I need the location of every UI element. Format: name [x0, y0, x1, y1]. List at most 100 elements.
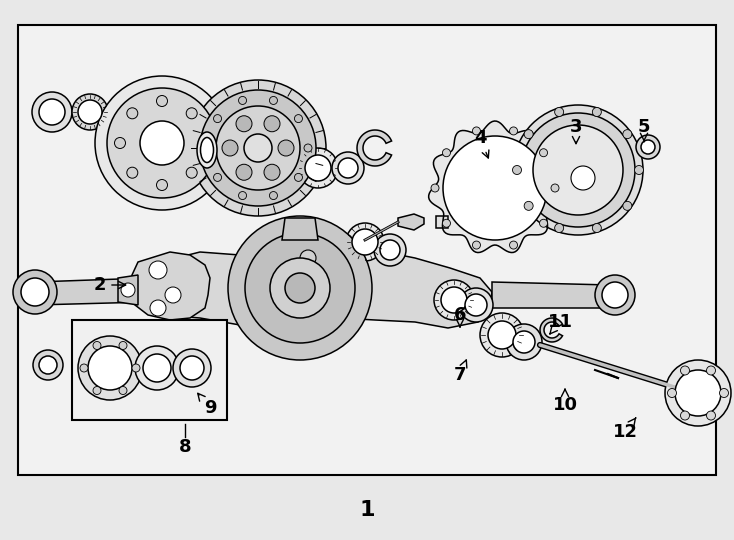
Circle shape: [571, 166, 595, 190]
Circle shape: [93, 387, 101, 395]
Circle shape: [294, 173, 302, 181]
Circle shape: [33, 350, 63, 380]
Polygon shape: [130, 252, 210, 320]
Circle shape: [173, 349, 211, 387]
Circle shape: [533, 125, 623, 215]
Circle shape: [473, 241, 481, 249]
Circle shape: [269, 192, 277, 200]
Polygon shape: [357, 130, 391, 166]
Circle shape: [149, 261, 167, 279]
Circle shape: [512, 165, 521, 174]
Circle shape: [200, 90, 316, 206]
Circle shape: [39, 356, 57, 374]
Circle shape: [198, 138, 209, 148]
Circle shape: [186, 167, 197, 178]
Circle shape: [107, 88, 217, 198]
Circle shape: [465, 294, 487, 316]
Circle shape: [140, 121, 184, 165]
Circle shape: [121, 283, 135, 297]
Circle shape: [127, 108, 138, 119]
Bar: [18, 25, 716, 475]
Circle shape: [443, 219, 451, 227]
Circle shape: [555, 224, 564, 233]
Circle shape: [443, 136, 547, 240]
Circle shape: [78, 336, 142, 400]
Circle shape: [592, 107, 601, 117]
Circle shape: [214, 173, 222, 181]
Circle shape: [228, 216, 372, 360]
Circle shape: [298, 148, 338, 188]
Polygon shape: [148, 248, 492, 328]
Circle shape: [186, 108, 197, 119]
Polygon shape: [30, 278, 148, 305]
Polygon shape: [118, 275, 138, 305]
Circle shape: [434, 280, 474, 320]
Circle shape: [278, 140, 294, 156]
Circle shape: [180, 356, 204, 380]
Circle shape: [551, 184, 559, 192]
Circle shape: [524, 130, 533, 139]
Circle shape: [623, 201, 632, 211]
Circle shape: [190, 80, 326, 216]
Circle shape: [72, 94, 108, 130]
Circle shape: [80, 364, 88, 372]
Ellipse shape: [197, 132, 217, 168]
Circle shape: [473, 127, 481, 135]
Circle shape: [707, 366, 716, 375]
Text: 12: 12: [612, 418, 638, 441]
Circle shape: [132, 364, 140, 372]
Circle shape: [285, 273, 315, 303]
Circle shape: [675, 370, 721, 416]
Circle shape: [93, 341, 101, 349]
Circle shape: [143, 354, 171, 382]
Circle shape: [135, 346, 179, 390]
Circle shape: [245, 233, 355, 343]
Circle shape: [150, 300, 166, 316]
Circle shape: [95, 76, 229, 210]
Circle shape: [216, 106, 300, 190]
Text: 10: 10: [553, 389, 578, 414]
Text: 1: 1: [359, 500, 375, 520]
Circle shape: [719, 388, 729, 397]
Circle shape: [204, 144, 212, 152]
Circle shape: [294, 114, 302, 123]
Circle shape: [539, 148, 548, 157]
Text: 2: 2: [94, 276, 126, 294]
Circle shape: [374, 234, 406, 266]
Circle shape: [443, 148, 451, 157]
Ellipse shape: [200, 138, 214, 163]
Circle shape: [119, 387, 127, 395]
Text: 6: 6: [454, 306, 466, 327]
Circle shape: [305, 155, 331, 181]
Circle shape: [127, 167, 138, 178]
Circle shape: [623, 130, 632, 139]
Bar: [72, 320, 227, 420]
Circle shape: [32, 92, 72, 132]
Circle shape: [264, 164, 280, 180]
Circle shape: [480, 313, 524, 357]
Circle shape: [236, 164, 252, 180]
Circle shape: [236, 116, 252, 132]
Circle shape: [431, 184, 439, 192]
Circle shape: [513, 105, 643, 235]
Polygon shape: [540, 318, 562, 342]
Circle shape: [332, 152, 364, 184]
Circle shape: [513, 331, 535, 353]
Circle shape: [680, 366, 689, 375]
Circle shape: [304, 144, 312, 152]
Circle shape: [346, 223, 384, 261]
Circle shape: [214, 114, 222, 123]
Circle shape: [459, 288, 493, 322]
Circle shape: [269, 97, 277, 104]
Circle shape: [488, 321, 516, 349]
Circle shape: [641, 140, 655, 154]
Circle shape: [707, 411, 716, 420]
Text: 11: 11: [548, 313, 573, 334]
Circle shape: [352, 229, 378, 255]
Circle shape: [555, 107, 564, 117]
Circle shape: [636, 135, 660, 159]
Circle shape: [338, 158, 358, 178]
Polygon shape: [429, 121, 562, 253]
Circle shape: [119, 341, 127, 349]
Circle shape: [592, 224, 601, 233]
